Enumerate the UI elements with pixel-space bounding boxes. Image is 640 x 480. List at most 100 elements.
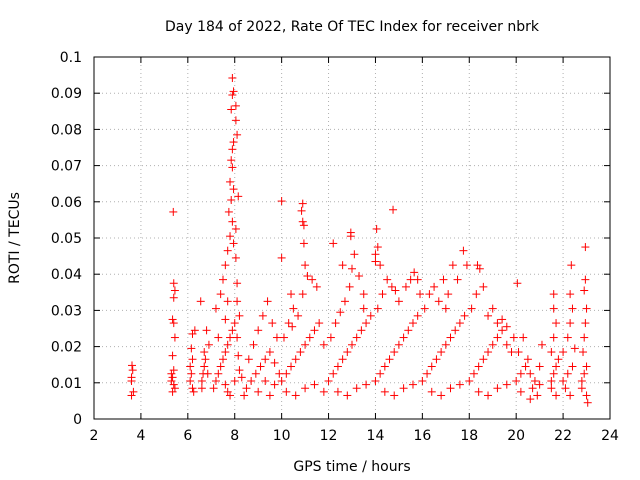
data-point — [554, 355, 563, 364]
data-point — [223, 246, 232, 255]
data-point — [453, 275, 462, 284]
data-point — [235, 366, 244, 375]
data-point — [577, 384, 586, 393]
data-point — [359, 304, 368, 313]
data-point — [401, 282, 410, 291]
data-point — [224, 207, 233, 216]
data-point — [189, 387, 198, 396]
data-point — [404, 326, 413, 335]
data-point — [291, 391, 300, 400]
data-point — [345, 282, 354, 291]
x-tick-label: 24 — [601, 428, 619, 444]
data-point — [547, 384, 556, 393]
data-point — [530, 376, 539, 385]
data-point — [228, 326, 237, 335]
data-point — [366, 311, 375, 320]
data-point — [581, 319, 590, 328]
data-point — [221, 380, 230, 389]
y-tick-label: 0.06 — [51, 195, 82, 211]
data-point — [338, 355, 347, 364]
data-point — [312, 282, 321, 291]
data-point — [380, 362, 389, 371]
data-point — [580, 286, 589, 295]
data-point — [233, 279, 242, 288]
data-point — [202, 326, 211, 335]
data-point — [231, 101, 240, 110]
x-tick-label: 18 — [460, 428, 478, 444]
y-tick-label: 0.09 — [51, 86, 82, 102]
data-point — [444, 290, 453, 299]
data-point — [459, 246, 468, 255]
data-point — [223, 340, 232, 349]
data-point — [261, 355, 270, 364]
data-point — [387, 282, 396, 291]
data-point — [221, 315, 230, 324]
data-point — [310, 380, 319, 389]
data-point — [226, 333, 235, 342]
data-point — [373, 304, 382, 313]
data-point — [484, 391, 493, 400]
data-point — [228, 73, 237, 82]
data-point — [303, 272, 312, 281]
data-point — [254, 387, 263, 396]
data-point — [390, 348, 399, 357]
data-point — [201, 355, 210, 364]
data-point — [169, 366, 178, 375]
data-point — [394, 297, 403, 306]
data-point — [549, 304, 558, 313]
data-point — [254, 326, 263, 335]
data-point — [460, 311, 469, 320]
data-point — [204, 340, 213, 349]
data-point — [226, 177, 235, 186]
data-point — [242, 384, 251, 393]
data-point — [340, 297, 349, 306]
data-point — [251, 369, 260, 378]
y-tick-label: 0.1 — [60, 50, 82, 66]
y-tick-label: 0.07 — [51, 159, 82, 175]
data-point — [566, 290, 575, 299]
data-point — [359, 290, 368, 299]
data-point — [336, 308, 345, 317]
data-point — [566, 319, 575, 328]
y-tick-label: 0.01 — [51, 376, 82, 392]
data-point — [406, 275, 415, 284]
data-point — [581, 243, 590, 252]
data-point — [331, 319, 340, 328]
data-point — [275, 369, 284, 378]
data-point — [580, 333, 589, 342]
data-point — [509, 333, 518, 342]
data-point — [446, 333, 455, 342]
data-point — [378, 290, 387, 299]
data-point — [561, 384, 570, 393]
data-point — [516, 387, 525, 396]
data-point — [559, 376, 568, 385]
data-point — [127, 373, 136, 382]
data-point — [329, 239, 338, 248]
data-point — [566, 391, 575, 400]
data-point — [326, 333, 335, 342]
chart-title: Day 184 of 2022, Rate Of TEC Index for r… — [165, 19, 540, 35]
data-point — [186, 376, 195, 385]
data-point — [188, 329, 197, 338]
data-point — [282, 387, 291, 396]
x-tick-label: 10 — [273, 428, 291, 444]
data-point — [376, 369, 385, 378]
data-point — [270, 380, 279, 389]
data-point — [526, 369, 535, 378]
data-point — [568, 304, 577, 313]
data-point — [549, 369, 558, 378]
data-point — [187, 369, 196, 378]
data-point — [219, 355, 227, 364]
data-point — [355, 272, 364, 281]
data-point — [229, 239, 238, 248]
data-point — [371, 250, 380, 259]
data-point — [582, 391, 591, 400]
data-point — [474, 362, 483, 371]
data-point — [535, 362, 544, 371]
data-point — [362, 380, 371, 389]
data-point — [352, 384, 361, 393]
data-point — [488, 304, 497, 313]
data-point — [127, 361, 136, 370]
data-point — [227, 195, 236, 204]
